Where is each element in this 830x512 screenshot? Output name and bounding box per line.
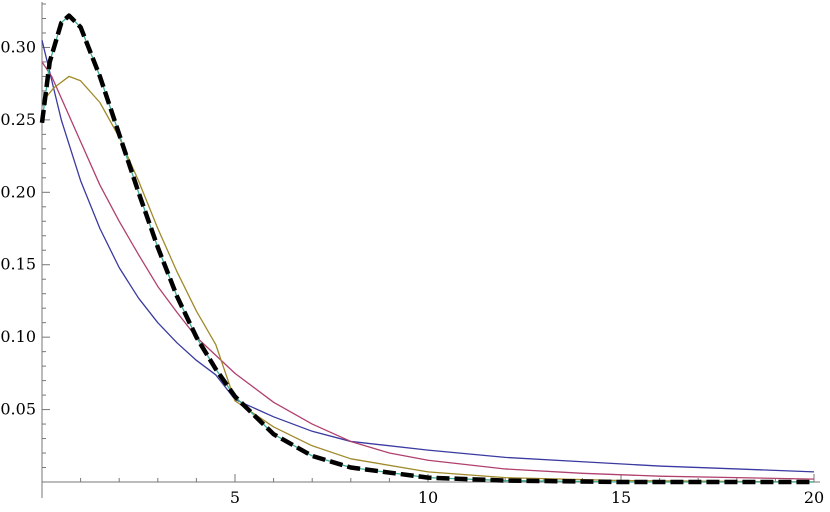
y-tick-label: 0.10 (0, 327, 36, 346)
y-tick-label: 0.30 (0, 37, 36, 56)
series-line-3 (41, 75, 815, 483)
x-tick-label: 15 (611, 488, 631, 507)
y-tick-label: 0.15 (0, 255, 36, 274)
series-line-5 (39, 13, 814, 485)
y-tick-label: 0.20 (0, 182, 36, 201)
x-tick-label: 5 (230, 488, 240, 507)
y-tick-label: 0.25 (0, 110, 36, 129)
y-tick-label: 0.05 (0, 400, 36, 419)
x-tick-label: 20 (804, 488, 824, 507)
series-line-1 (41, 40, 815, 473)
x-tick-label: 10 (418, 488, 438, 507)
series-line-2 (41, 61, 815, 480)
series-layer (39, 13, 815, 485)
tick-labels: 5 10 15 20 0.05 0.10 0.15 0.20 0.25 0.30 (0, 37, 824, 507)
